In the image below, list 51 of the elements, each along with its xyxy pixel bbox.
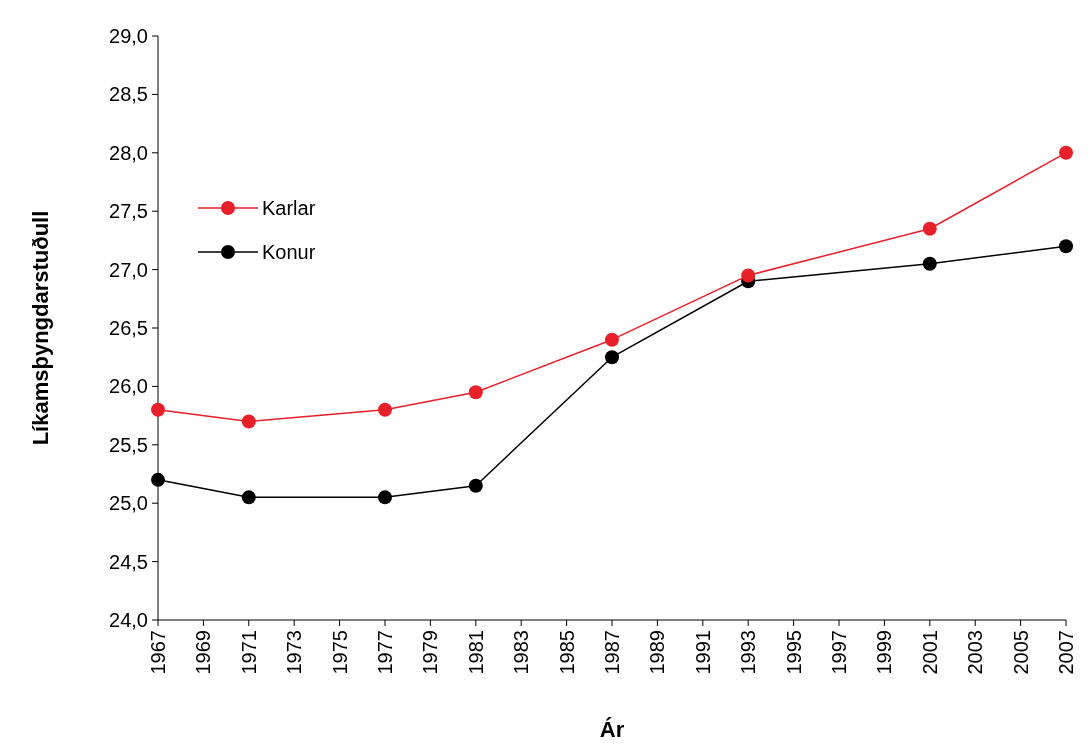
point [922,221,937,236]
point [241,414,256,429]
x-tick-label: 1973 [283,630,306,675]
point [1059,145,1073,160]
x-tick-label: 1987 [601,630,623,675]
point [605,350,619,365]
y-tick-label: 28,5 [109,83,148,106]
point [1059,239,1073,254]
x-tick-label: 1981 [464,630,487,675]
point [378,490,392,505]
legend-label: Karlar [262,197,316,219]
x-tick-label: 1985 [555,630,578,675]
point [468,478,483,493]
y-tick-label: 24,0 [109,609,148,631]
x-tick-label: 1989 [646,630,669,675]
y-tick-label: 26,5 [109,317,148,339]
x-axis-title: Ár [599,717,625,742]
point [151,472,165,487]
x-tick-label: 2005 [1009,630,1032,675]
x-tick-label: 2007 [1055,630,1077,675]
point [468,385,483,400]
x-tick-label: 1999 [873,630,896,675]
y-tick-label: 25,0 [109,492,148,515]
x-tick-label: 1969 [192,630,215,675]
y-tick-label: 29,0 [109,25,148,47]
point [151,402,165,417]
x-tick-label: 1997 [828,630,850,675]
x-tick-label: 1983 [510,630,533,675]
legend-label: Konur [262,241,316,263]
point [605,332,619,347]
x-tick-label: 1995 [782,630,805,675]
point [241,490,256,505]
x-tick-label: 1991 [691,630,714,675]
y-tick-label: 26,0 [109,375,148,398]
y-axis-title: Líkamsþyngdarstuðull [28,210,53,446]
x-tick-label: 2001 [918,630,941,675]
x-tick-label: 1967 [147,630,169,675]
y-tick-label: 24,5 [109,550,148,573]
x-tick-label: 1977 [374,630,396,675]
y-tick-label: 25,5 [109,433,148,456]
x-tick-label: 1971 [237,630,260,675]
x-tick-label: 1993 [737,630,760,675]
x-tick-label: 1975 [328,630,351,675]
point [741,268,756,283]
point [922,256,937,271]
x-tick-label: 2003 [964,630,987,675]
point [378,402,392,417]
y-tick-label: 27,0 [109,258,148,281]
x-tick-label: 1979 [419,630,442,675]
y-tick-label: 27,5 [109,200,148,223]
y-tick-label: 28,0 [109,141,148,164]
